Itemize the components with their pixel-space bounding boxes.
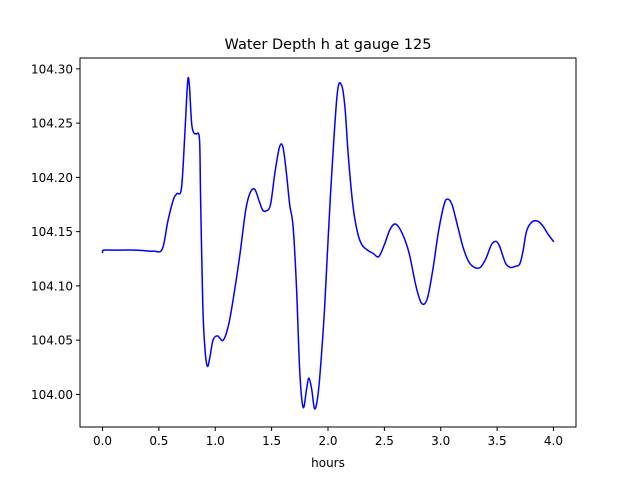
series-line xyxy=(101,76,555,410)
chart-title: Water Depth h at gauge 125 xyxy=(225,37,432,53)
x-tick-label: 0.0 xyxy=(93,434,112,448)
x-tick-label: 0.5 xyxy=(149,434,168,448)
x-tick-label: 2.0 xyxy=(318,434,337,448)
x-axis: 0.0 0.5 1.0 1.5 2.0 2.5 3.0 3.5 4.0 xyxy=(93,427,563,448)
y-axis: 104.00 104.05 104.10 104.15 104.20 104.25 104.… xyxy=(31,62,80,402)
x-tick-label: 2.5 xyxy=(375,434,394,448)
y-tick-label: 104.00 xyxy=(31,388,73,402)
plot-area xyxy=(79,57,577,428)
y-tick-label: 104.05 xyxy=(31,334,73,348)
y-tick-label: 104.25 xyxy=(31,117,73,131)
x-axis-label: hours xyxy=(311,456,345,470)
x-tick-label: 1.5 xyxy=(262,434,281,448)
y-tick-label: 104.15 xyxy=(31,225,73,239)
x-tick-label: 3.5 xyxy=(488,434,507,448)
y-tick-label: 104.20 xyxy=(31,171,73,185)
y-tick-label: 104.10 xyxy=(31,279,73,293)
x-tick-label: 4.0 xyxy=(544,434,563,448)
x-tick-label: 3.0 xyxy=(431,434,450,448)
x-tick-label: 1.0 xyxy=(206,434,225,448)
series-layer xyxy=(101,76,555,410)
y-tick-label: 104.30 xyxy=(31,62,73,76)
